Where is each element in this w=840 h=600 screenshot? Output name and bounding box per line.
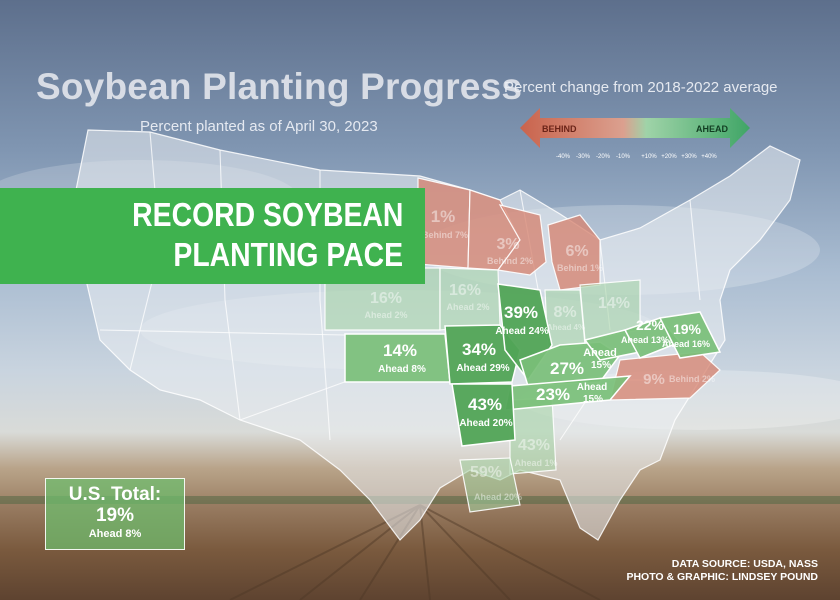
headline-line-2: PLANTING PACE: [173, 236, 403, 273]
us-total-change: Ahead 8%: [88, 528, 142, 540]
legend-tick: +40%: [701, 154, 717, 160]
label-ky-pct: 27%: [550, 359, 584, 378]
label-ms-pct: 43%: [518, 437, 550, 454]
label-mi-pct: 6%: [565, 243, 588, 260]
state-mo: [444, 324, 521, 385]
label-ks-pct: 14%: [383, 341, 417, 360]
label-la-change: Ahead 20%: [474, 492, 522, 502]
label-tn-pct: 23%: [536, 385, 570, 404]
page-subtitle: Percent planted as of April 30, 2023: [140, 118, 378, 135]
label-va-pct: 22%: [636, 317, 665, 333]
label-oh-pct: 14%: [598, 295, 630, 312]
label-mo-pct: 34%: [462, 340, 496, 359]
credit-photo: PHOTO & GRAPHIC: LINDSEY POUND: [626, 571, 818, 583]
label-ks-change: Ahead 8%: [378, 364, 426, 375]
label-wv-pct: Ahead: [583, 347, 617, 359]
label-tn-change2: 15%: [583, 394, 603, 405]
label-in-pct: 8%: [553, 304, 576, 321]
label-wv-change: 15%: [591, 360, 611, 371]
label-la-pct: 59%: [470, 464, 502, 481]
headline-banner: RECORD SOYBEAN PLANTING PACE: [0, 188, 425, 284]
credit-data-source: DATA SOURCE: USDA, NASS: [671, 558, 818, 570]
label-ia-pct: 16%: [449, 282, 481, 299]
label-in-change: Ahead 4%: [547, 323, 585, 332]
state-ar: [451, 383, 516, 447]
label-sd-pct: 16%: [370, 290, 402, 307]
label-nd-change: Behind 7%: [422, 230, 468, 240]
label-il-pct: 39%: [504, 303, 538, 322]
label-wi-change: Behind 2%: [487, 256, 533, 266]
label-mi-change: Behind 1%: [557, 263, 603, 273]
legend: BEHIND AHEAD -40% -30% -20% -10% +10% +20% +30…: [520, 108, 750, 160]
state-md: [658, 311, 722, 359]
label-sd-change: Ahead 2%: [364, 310, 407, 320]
headline-line-1: RECORD SOYBEAN: [131, 196, 403, 233]
label-mo-change: Ahead 29%: [456, 363, 509, 374]
legend-tick: -40%: [556, 154, 571, 160]
label-nc-change: Behind 2%: [669, 374, 715, 384]
legend-ahead-label: AHEAD: [696, 124, 729, 134]
us-total-box: U.S. Total: 19% Ahead 8%: [45, 478, 185, 550]
state-wi: [496, 204, 547, 276]
label-ar-change: Ahead 20%: [459, 418, 512, 429]
legend-tick: +20%: [661, 154, 677, 160]
legend-behind-label: BEHIND: [542, 124, 577, 134]
state-la: [459, 457, 521, 513]
label-md-pct: 19%: [673, 321, 702, 337]
us-total-pct: 19%: [95, 505, 135, 526]
legend-tick: -10%: [616, 154, 631, 160]
label-md-change: Ahead 16%: [662, 339, 710, 349]
page-title: Soybean Planting Progress: [36, 66, 523, 107]
label-ia-change: Ahead 2%: [446, 302, 489, 312]
label-nd-pct: 1%: [431, 207, 456, 226]
legend-tick: -30%: [576, 154, 591, 160]
legend-ticks: -40% -30% -20% -10% +10% +20% +30% +40%: [556, 154, 717, 160]
label-nc-pct: 9%: [643, 371, 665, 388]
label-ms-change: Ahead 1%: [514, 458, 557, 468]
label-va-change: Ahead 13%: [621, 335, 669, 345]
us-total-title: U.S. Total:: [68, 484, 162, 505]
credits: DATA SOURCE: USDA, NASS PHOTO & GRAPHIC:…: [626, 558, 818, 584]
state-ia: [439, 267, 501, 331]
label-il-change: Ahead 24%: [495, 326, 548, 337]
label-wi-pct: 3%: [496, 236, 519, 253]
legend-title: Percent change from 2018-2022 average: [504, 79, 778, 96]
legend-tick: +30%: [681, 154, 697, 160]
legend-tick: -20%: [596, 154, 611, 160]
label-ar-pct: 43%: [468, 395, 502, 414]
label-tn-change: Ahead: [577, 382, 608, 393]
legend-tick: +10%: [641, 154, 657, 160]
legend-arrow: [520, 108, 750, 148]
